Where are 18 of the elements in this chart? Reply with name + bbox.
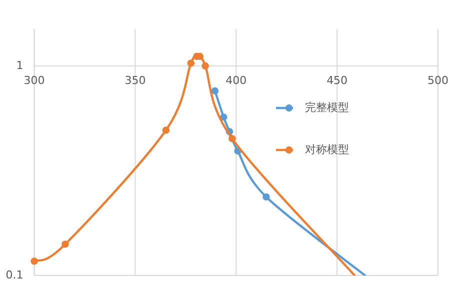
point [187, 60, 195, 67]
point [202, 62, 209, 70]
point [30, 258, 38, 265]
legend-label: 完整模型 [305, 101, 349, 114]
point [211, 87, 219, 94]
x-tick-label: 450 [326, 74, 348, 87]
point [162, 126, 170, 134]
point [220, 113, 228, 121]
x-tick-label: 400 [226, 74, 247, 87]
x-tick-label: 500 [428, 74, 448, 87]
point [262, 193, 270, 201]
x-tick-label: 350 [124, 74, 146, 87]
legend-label: 对称模型 [305, 143, 349, 156]
y-tick-label: 1 [16, 58, 24, 72]
point [62, 240, 69, 248]
y-tick-label: 0.1 [6, 268, 24, 282]
x-tick-label: 300 [24, 74, 45, 87]
point [228, 134, 236, 142]
